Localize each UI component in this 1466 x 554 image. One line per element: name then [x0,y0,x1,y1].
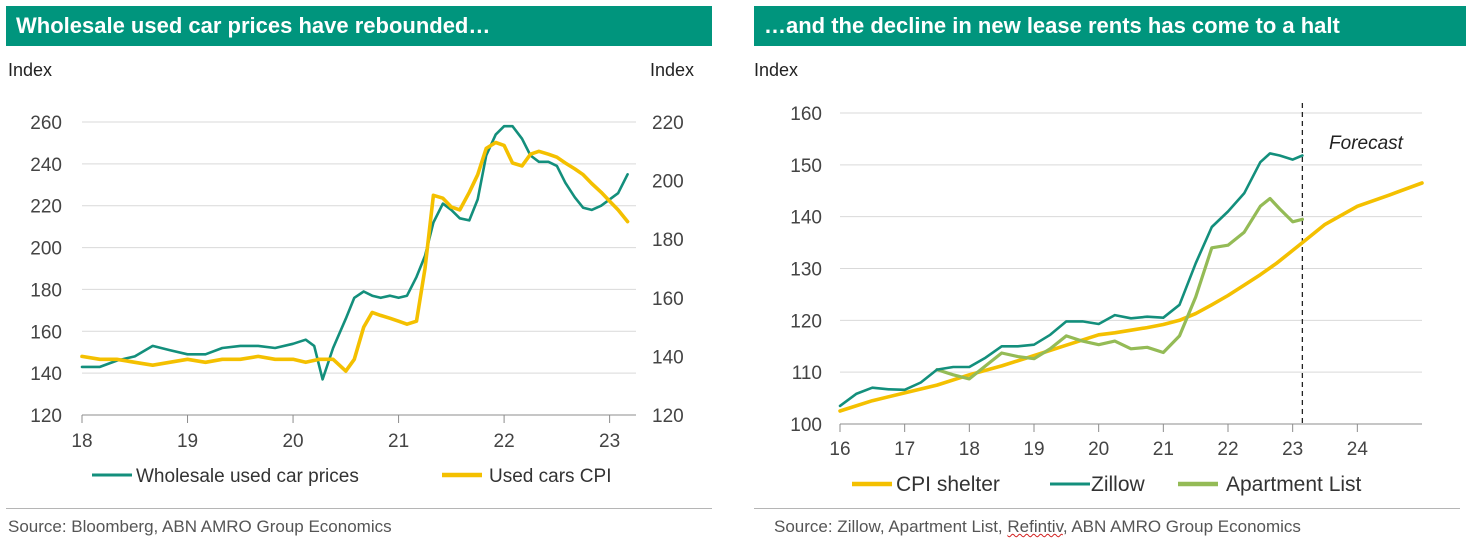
x-tick-label: 18 [959,439,980,460]
legend-label: CPI shelter [896,473,1000,496]
y-tick-label: 130 [790,260,822,281]
left-chart-title: Wholesale used car prices have rebounded… [6,6,712,46]
x-tick-label: 19 [177,431,198,452]
y-axis-title: Index [754,60,798,80]
x-tick-label: 23 [1282,439,1303,460]
y-tick-label: 160 [790,104,822,125]
series-line-zillow [838,152,1304,408]
legend-label: Used cars CPI [489,466,611,487]
x-tick-label: 22 [1217,439,1238,460]
left-chart-svg: Index Index 120 140 160 180 200 220 240 260 120 140… [8,60,694,487]
left-chart-panel: Wholesale used car prices have rebounded… [0,0,720,554]
y-tick-label-right: 160 [652,289,684,310]
series-line-wholesale-used-car-prices [80,124,629,381]
right-chart-title: …and the decline in new lease rents has … [754,6,1466,46]
y-tick-label: 150 [790,156,822,177]
y-tick-label-right: 200 [652,172,684,193]
series-line-apartment-list [935,196,1304,381]
left-source-divider [6,508,712,509]
legend-label: Zillow [1091,473,1146,496]
right-chart-panel: …and the decline in new lease rents has … [748,0,1466,554]
y-tick-label: 140 [790,208,822,229]
y-tick-label-right: 220 [652,113,684,134]
x-tick-label: 19 [1023,439,1044,460]
y-tick-label-left: 140 [30,364,62,385]
y-tick-label-left: 260 [30,113,62,134]
y-tick-label-right: 140 [652,347,684,368]
x-tick-label: 16 [829,439,850,460]
y-tick-label-left: 220 [30,197,62,218]
left-axis-title: Index [8,60,52,80]
y-tick-label-left: 200 [30,239,62,260]
x-tick-label: 20 [282,431,303,452]
x-tick-label: 23 [599,431,620,452]
legend-label: Wholesale used car prices [136,466,359,487]
x-tick-label: 20 [1088,439,1109,460]
y-tick-label-left: 120 [30,406,62,427]
legend-label: Apartment List [1226,473,1362,496]
y-tick-label-left: 240 [30,155,62,176]
source-part-refintiv: Refintiv [1007,517,1063,536]
y-tick-label-left: 180 [30,280,62,301]
y-tick-label-left: 160 [30,322,62,343]
x-tick-label: 24 [1347,439,1369,460]
x-tick-label: 22 [494,431,515,452]
x-tick-label: 18 [71,431,92,452]
y-tick-label: 100 [790,415,822,436]
forecast-annotation: Forecast [1329,133,1404,154]
series-line-used-cars-cpi [80,140,630,373]
y-tick-label: 110 [792,363,822,384]
x-tick-label: 21 [1153,439,1174,460]
right-chart-svg: Index 100 110 120 130 140 150 160 16 17 18 19 20 21 22… [754,60,1424,496]
left-source-note: Source: Bloomberg, ABN AMRO Group Econom… [8,517,392,536]
right-source-note: Source: Zillow, Apartment List, Refintiv… [774,517,1301,537]
right-source-divider [754,508,1460,509]
right-axis-title: Index [650,60,694,80]
y-tick-label: 120 [790,311,822,332]
y-tick-label-right: 120 [652,406,684,427]
x-tick-label: 21 [388,431,409,452]
source-part-1: Source: Zillow, Apartment List, [774,517,1008,536]
y-tick-label-right: 180 [652,230,684,251]
source-part-3: , ABN AMRO Group Economics [1062,517,1301,536]
x-tick-label: 17 [894,439,915,460]
